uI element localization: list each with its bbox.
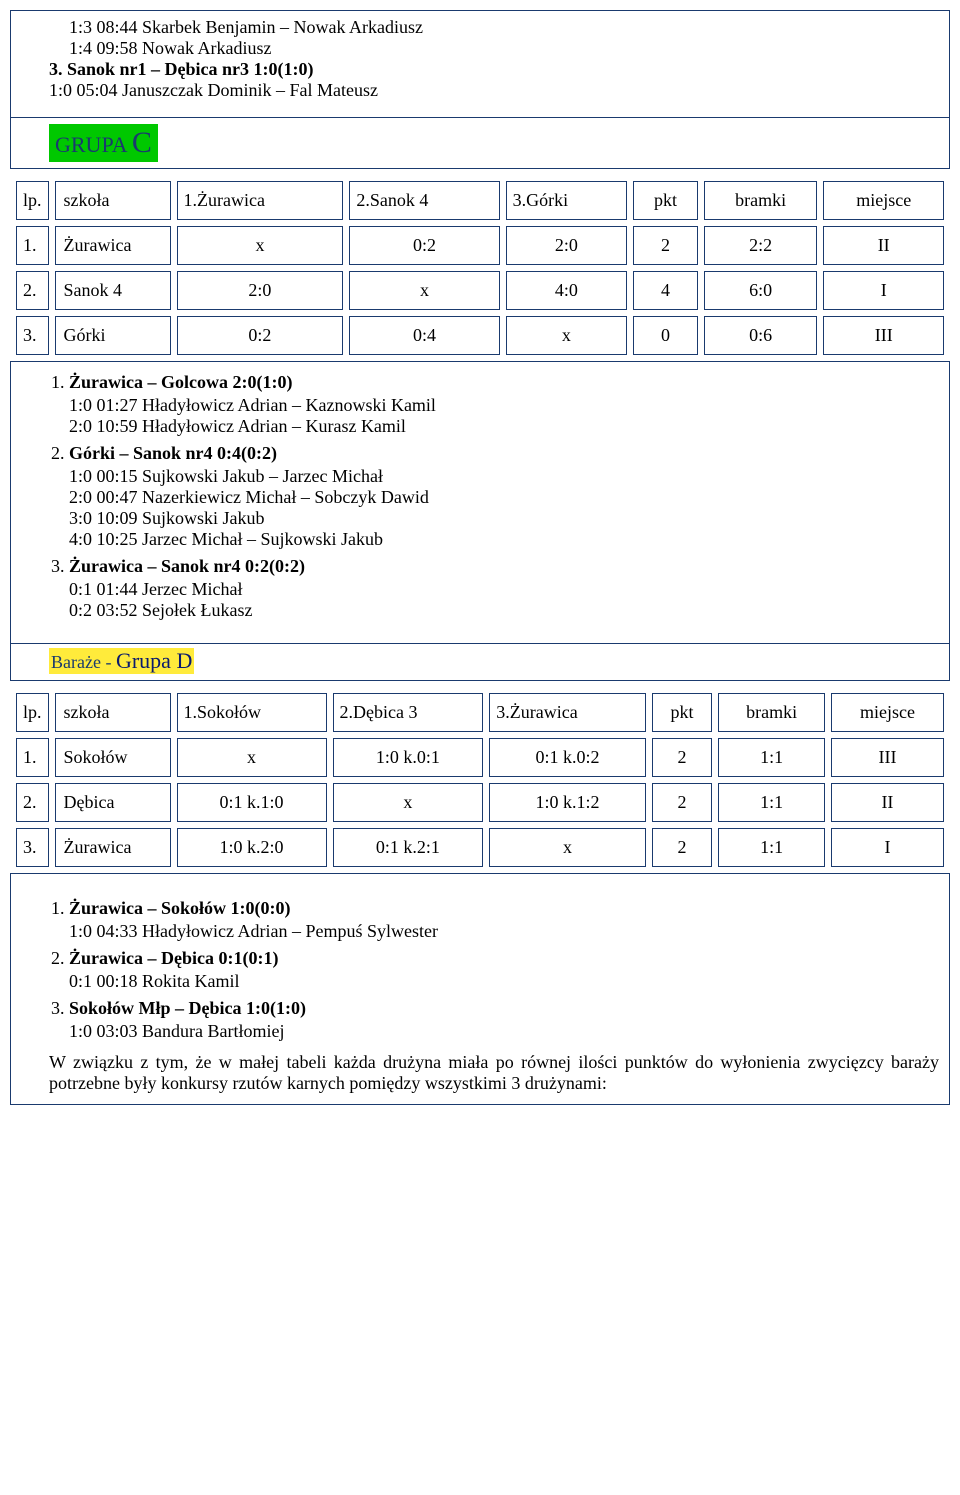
top-inner: 1:3 08:44 Skarbek Benjamin – Nowak Arkad… [11,11,949,111]
col-team1: 1.Żurawica [177,181,344,220]
standings-table-c: lp. szkoła 1.Żurawica 2.Sanok 4 3.Górki … [10,175,950,361]
col-pkt: pkt [652,693,713,732]
details-box-d: Żurawica – Sokołów 1:0(0:0) 1:0 04:33 Hł… [10,873,950,1105]
match-title: Żurawica – Sokołów 1:0(0:0) [69,898,291,918]
goal-line: 1:4 09:58 Nowak Arkadiusz [69,38,939,59]
col-miejsce: miejsce [823,181,944,220]
table-row: 2. Sanok 4 2:0 x 4:0 4 6:0 I [16,271,944,310]
col-team2: 2.Sanok 4 [349,181,499,220]
page: 1:3 08:44 Skarbek Benjamin – Nowak Arkad… [0,0,960,1121]
goal-line: 1:3 08:44 Skarbek Benjamin – Nowak Arkad… [69,17,939,38]
col-lp: lp. [16,693,49,732]
match-item: Żurawica – Dębica 0:1(0:1) 0:1 00:18 Rok… [69,948,939,992]
table-row: 3. Żurawica 1:0 k.2:0 0:1 k.2:1 x 2 1:1 … [16,828,944,867]
goal-line: 0:1 00:18 Rokita Kamil [69,971,939,992]
col-team3: 3.Żurawica [489,693,645,732]
match-item: Górki – Sanok nr4 0:4(0:2) 1:0 00:15 Suj… [69,443,939,550]
goal-line: 1:0 01:27 Hładyłowicz Adrian – Kaznowski… [69,395,939,416]
goal-line: 1:0 05:04 Januszczak Dominik – Fal Mateu… [49,80,939,101]
col-bramki: bramki [718,693,825,732]
table-header-row: lp. szkoła 1.Sokołów 2.Dębica 3 3.Żurawi… [16,693,944,732]
goal-line: 1:0 03:03 Bandura Bartłomiej [69,1021,939,1042]
badge-label: GRUPA [55,132,132,157]
standings-table-d: lp. szkoła 1.Sokołów 2.Dębica 3 3.Żurawi… [10,687,950,873]
details-inner: Żurawica – Golcowa 2:0(1:0) 1:0 01:27 Hł… [11,362,949,637]
col-team2: 2.Dębica 3 [333,693,484,732]
match-item: Żurawica – Golcowa 2:0(1:0) 1:0 01:27 Hł… [69,372,939,437]
goal-line: 0:2 03:52 Sejołek Łukasz [69,600,939,621]
badge-dash: - [105,652,116,672]
match-item: Sokołów Młp – Dębica 1:0(1:0) 1:0 03:03 … [69,998,939,1042]
badge-group-d: Grupa D [116,648,192,673]
goal-line: 4:0 10:25 Jarzec Michał – Sujkowski Jaku… [69,529,939,550]
badge-baraze: Baraże [51,652,105,672]
match-list-d: Żurawica – Sokołów 1:0(0:0) 1:0 04:33 Hł… [49,898,939,1042]
match-item: Żurawica – Sanok nr4 0:2(0:2) 0:1 01:44 … [69,556,939,621]
col-miejsce: miejsce [831,693,944,732]
match-list: Żurawica – Golcowa 2:0(1:0) 1:0 01:27 Hł… [49,372,939,621]
col-school: szkoła [55,693,171,732]
col-bramki: bramki [704,181,818,220]
table-row: 2. Dębica 0:1 k.1:0 x 1:0 k.1:2 2 1:1 II [16,783,944,822]
col-school: szkoła [55,181,171,220]
match-item: Żurawica – Sokołów 1:0(0:0) 1:0 04:33 Hł… [69,898,939,942]
match-title: Żurawica – Sanok nr4 0:2(0:2) [69,556,305,576]
group-badge-c: GRUPA C [49,124,158,162]
match-title: 3. Sanok nr1 – Dębica nr3 1:0(1:0) [49,59,939,80]
col-team3: 3.Górki [506,181,627,220]
match-title: Żurawica – Dębica 0:1(0:1) [69,948,278,968]
match-title: Sokołów Młp – Dębica 1:0(1:0) [69,998,306,1018]
goal-line: 3:0 10:09 Sujkowski Jakub [69,508,939,529]
goal-line: 1:0 04:33 Hładyłowicz Adrian – Pempuś Sy… [69,921,939,942]
goal-line: 2:0 00:47 Nazerkiewicz Michał – Sobczyk … [69,487,939,508]
table-row: 1. Żurawica x 0:2 2:0 2 2:2 II [16,226,944,265]
goal-line: 2:0 10:59 Hładyłowicz Adrian – Kurasz Ka… [69,416,939,437]
top-box: 1:3 08:44 Skarbek Benjamin – Nowak Arkad… [10,10,950,169]
col-team1: 1.Sokołów [177,693,327,732]
match-title: Górki – Sanok nr4 0:4(0:2) [69,443,277,463]
col-pkt: pkt [633,181,698,220]
goal-line: 0:1 01:44 Jerzec Michał [69,579,939,600]
group-badge-d: Baraże - Grupa D [49,648,194,674]
match-title: Żurawica – Golcowa 2:0(1:0) [69,372,292,392]
table-row: 3. Górki 0:2 0:4 x 0 0:6 III [16,316,944,355]
col-lp: lp. [16,181,49,220]
table-header-row: lp. szkoła 1.Żurawica 2.Sanok 4 3.Górki … [16,181,944,220]
badge-letter: C [132,126,152,159]
note-paragraph: W związku z tym, że w małej tabeli każda… [49,1052,939,1094]
table-row: 1. Sokołów x 1:0 k.0:1 0:1 k.0:2 2 1:1 I… [16,738,944,777]
goal-line: 1:0 00:15 Sujkowski Jakub – Jarzec Micha… [69,466,939,487]
details-box-c: Żurawica – Golcowa 2:0(1:0) 1:0 01:27 Hł… [10,361,950,681]
